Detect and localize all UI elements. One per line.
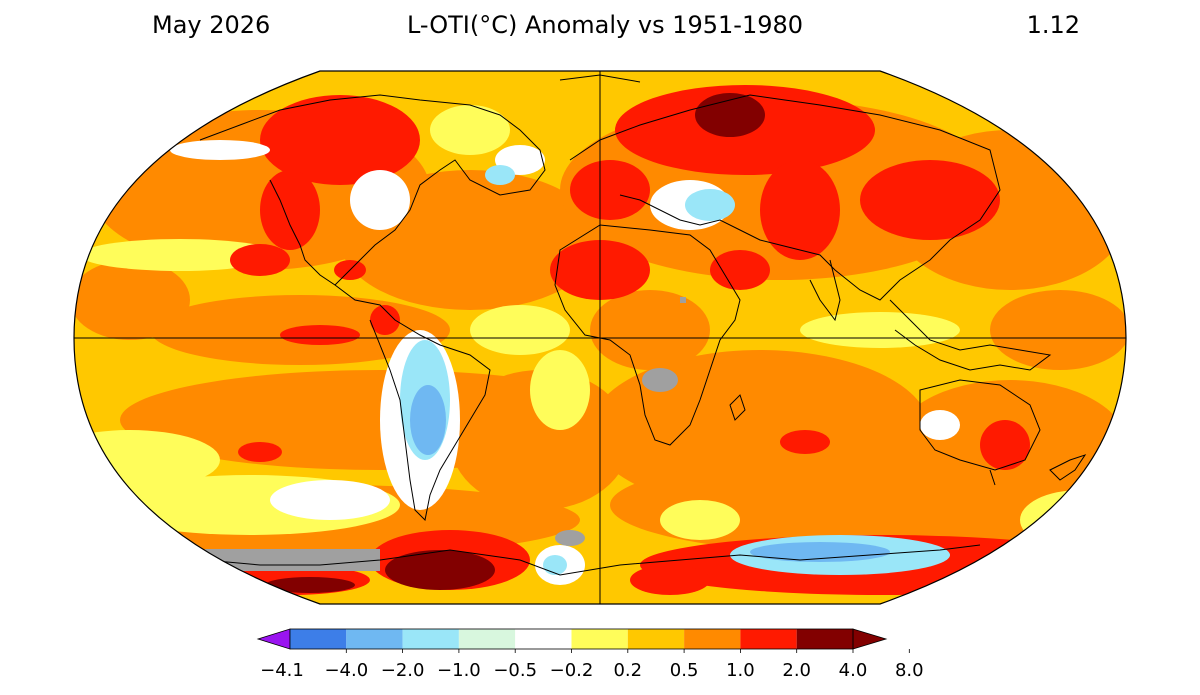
colorbar-tick-label: −0.5: [493, 660, 537, 681]
colorbar-tick-label: 1.0: [726, 660, 755, 681]
anomaly-map: [73, 70, 1127, 605]
global-mean-value: 1.12: [1026, 11, 1080, 39]
colorbar-ticks: −4.1 −4.0 −2.0 −1.0 −0.5 −0.2 0.2 0.5 1.0 2.0 4.0 8…: [260, 649, 924, 681]
colorbar-tick-label: −1.0: [437, 660, 481, 681]
colorbar-tick-label: −4.1: [260, 660, 304, 681]
colorbar-swatches: [256, 628, 888, 650]
colorbar-tick-label: 2.0: [782, 660, 811, 681]
colorbar-tick-label: −4.0: [324, 660, 368, 681]
map-border: [73, 70, 1127, 605]
colorbar-bin: [571, 629, 628, 649]
colorbar-bin: [796, 629, 853, 649]
colorbar-bin: [627, 629, 685, 649]
colorbar-tick-label: −2.0: [381, 660, 425, 681]
colorbar-bin: [346, 629, 403, 649]
map-title: L-OTI(°C) Anomaly vs 1951-1980: [406, 11, 804, 39]
colorbar-under-triangle: [256, 628, 291, 650]
colorbar-bin: [515, 629, 572, 649]
colorbar-bin: [684, 629, 741, 649]
colorbar-bin: [458, 629, 516, 649]
colorbar-tick-label: 8.0: [895, 660, 924, 681]
colorbar-tick-label: 0.5: [670, 660, 699, 681]
colorbar-tick-label: −0.2: [550, 660, 594, 681]
month-label: May 2026: [152, 11, 271, 39]
colorbar-tick-label: 0.2: [613, 660, 642, 681]
colorbar-over-triangle: [852, 628, 888, 650]
colorbar-bin: [740, 629, 797, 649]
colorbar-bin: [290, 629, 347, 649]
colorbar-bin: [402, 629, 459, 649]
coastlines: [199, 74, 1087, 576]
colorbar-tick-label: 4.0: [839, 660, 868, 681]
